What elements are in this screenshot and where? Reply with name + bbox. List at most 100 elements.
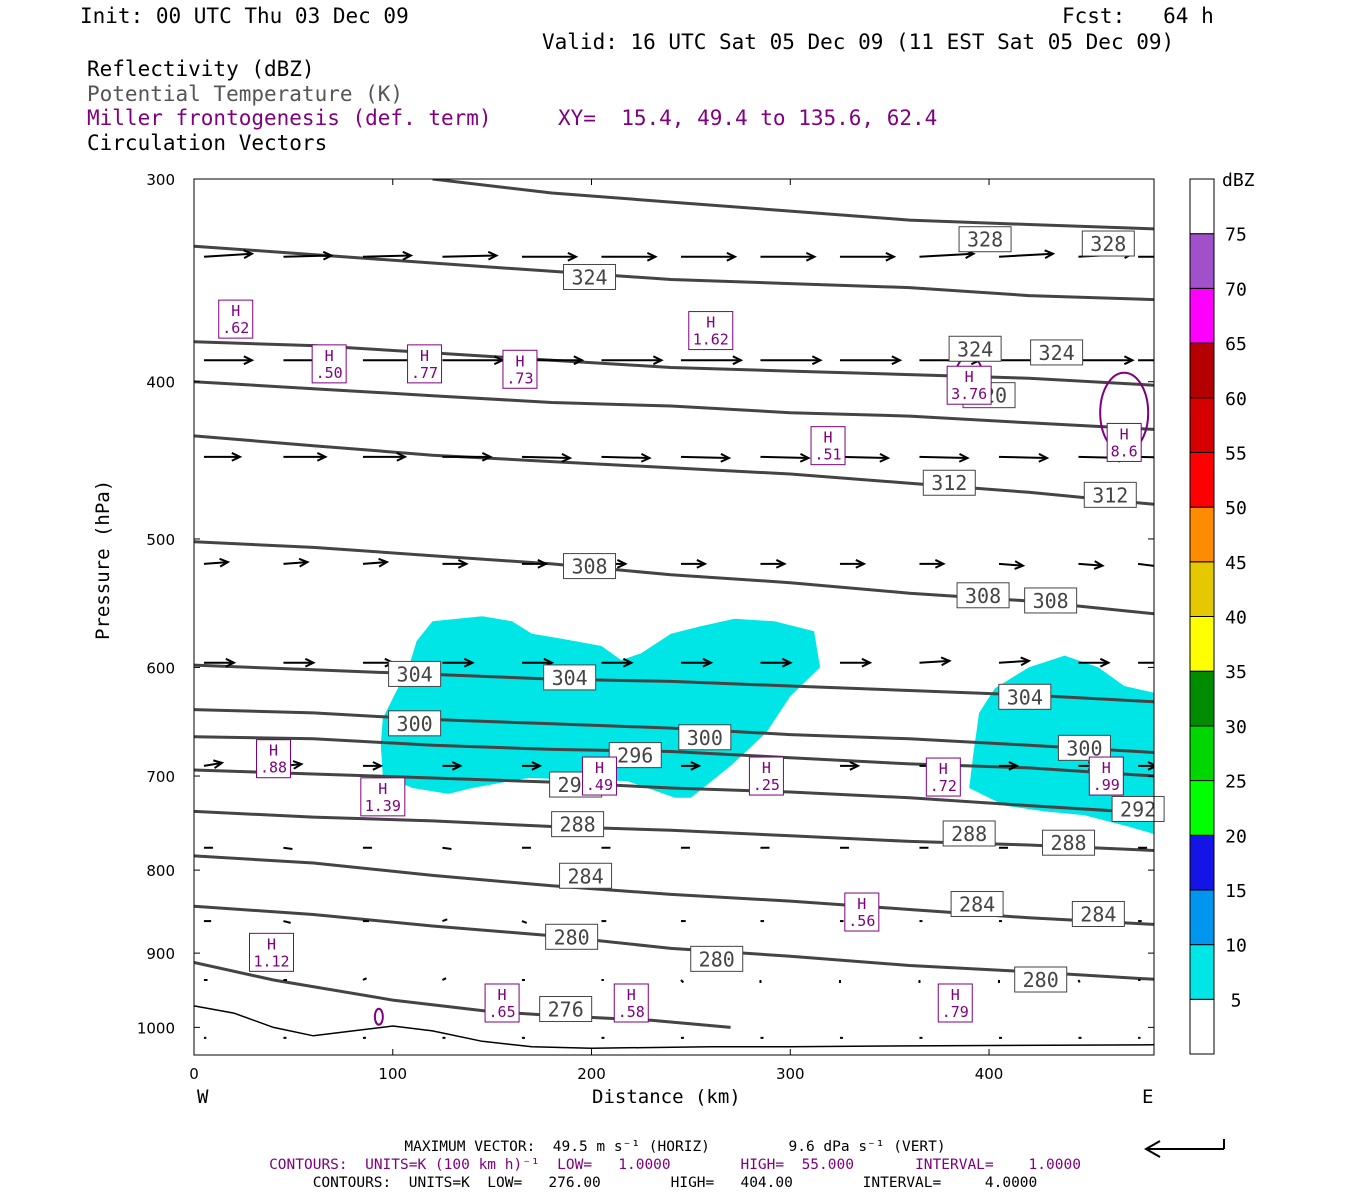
circulation-vector-head bbox=[567, 251, 579, 262]
circulation-vector bbox=[362, 561, 388, 565]
theta-label-box bbox=[998, 683, 1052, 710]
circulation-vector-head bbox=[213, 759, 225, 769]
frontogenesis-high-h: H bbox=[325, 347, 334, 365]
x-tick-label: 100 bbox=[378, 1065, 407, 1083]
circulation-vector bbox=[998, 252, 1054, 258]
theta-label: 304 bbox=[552, 666, 588, 690]
frontogenesis-high-box bbox=[613, 983, 649, 1023]
colorbar-segment bbox=[1189, 998, 1215, 1055]
x-tick-label: 400 bbox=[975, 1065, 1004, 1083]
colorbar-segment bbox=[1189, 670, 1215, 727]
theta-contour-284 bbox=[194, 854, 1154, 926]
frontogenesis-high-box bbox=[484, 983, 520, 1023]
terrain-line bbox=[194, 1005, 1154, 1049]
colorbar-tick-label: 15 bbox=[1225, 881, 1247, 902]
circulation-vector-head bbox=[622, 657, 634, 668]
frontogenesis-high-value: .65 bbox=[489, 1003, 516, 1021]
plot-frame bbox=[193, 178, 1155, 1056]
frontogenesis-high-h: H bbox=[231, 302, 240, 320]
frontogenesis-high-box bbox=[1088, 756, 1124, 796]
circulation-vector-head bbox=[855, 559, 867, 569]
theta-label-box bbox=[690, 945, 744, 972]
frontogenesis-high-box bbox=[937, 983, 973, 1023]
frontogenesis-high-value: .73 bbox=[506, 369, 533, 387]
frontogenesis-high-h: H bbox=[595, 759, 604, 777]
frontogenesis-high-h: H bbox=[269, 742, 278, 760]
circulation-vector-head bbox=[781, 657, 793, 668]
colorbar-segment bbox=[1189, 506, 1215, 563]
theta-label: 288 bbox=[560, 813, 596, 837]
circulation-vector-head bbox=[1147, 761, 1154, 771]
theta-label: 324 bbox=[571, 265, 607, 289]
colorbar-segment bbox=[1189, 616, 1215, 672]
frontogenesis-high-value: 3.76 bbox=[951, 385, 987, 403]
frontogenesis-high-h: H bbox=[762, 759, 771, 777]
colorbar-tick-label: 40 bbox=[1225, 608, 1247, 629]
circulation-vector-head bbox=[640, 453, 652, 463]
frontogenesis-high-box bbox=[218, 299, 254, 339]
theta-contour-292 bbox=[194, 768, 1154, 815]
theta-label-box bbox=[948, 335, 1002, 362]
theta-contour-308 bbox=[194, 540, 1154, 616]
circulation-vector-head bbox=[891, 355, 903, 366]
y-tick-label: 800 bbox=[146, 862, 175, 880]
east-label: E bbox=[1142, 1086, 1154, 1108]
circulation-vector-head bbox=[537, 559, 549, 569]
frontogenesis-high-value: .79 bbox=[942, 1003, 969, 1021]
circulation-vector-head bbox=[372, 761, 384, 771]
theta-contour-304 bbox=[194, 663, 1154, 704]
circulation-vector-head bbox=[885, 251, 897, 262]
circulation-vector bbox=[283, 920, 291, 924]
theta-contour-324 bbox=[194, 244, 1154, 302]
colorbar-segment bbox=[1189, 561, 1215, 617]
frontogenesis-high-box bbox=[502, 349, 538, 389]
frontogenesis-high-box bbox=[1106, 422, 1142, 462]
theta-label-box bbox=[1071, 901, 1125, 928]
frontogenesis-high-value: 1.39 bbox=[365, 797, 401, 815]
legend-vectors: Circulation Vectors bbox=[87, 131, 328, 155]
frontogenesis-high-h: H bbox=[706, 314, 715, 332]
theta-label: 312 bbox=[931, 471, 967, 495]
x-axis-title: Distance (km) bbox=[592, 1086, 741, 1108]
circulation-vector bbox=[839, 455, 888, 460]
theta-label: 308 bbox=[1033, 589, 1069, 613]
circulation-vector bbox=[919, 455, 968, 460]
theta-label: 308 bbox=[571, 555, 607, 579]
circulation-vector-head bbox=[1020, 656, 1032, 667]
frontogenesis-high-h: H bbox=[951, 986, 960, 1004]
circulation-vector-head bbox=[1172, 253, 1180, 261]
frontogenesis-high-value: .72 bbox=[930, 777, 957, 795]
colorbar-segment bbox=[1189, 451, 1215, 508]
colorbar-tick-label: 70 bbox=[1225, 279, 1247, 300]
circulation-vector bbox=[998, 455, 1047, 460]
frontogenesis-high-value: .58 bbox=[618, 1003, 645, 1021]
circulation-vector bbox=[442, 254, 497, 258]
circulation-vector-head bbox=[561, 453, 573, 463]
frontogenesis-high-box bbox=[249, 932, 295, 972]
theta-contour-300 bbox=[194, 708, 1154, 754]
theta-label-box bbox=[958, 226, 1012, 253]
circulation-vector-head bbox=[1099, 657, 1111, 668]
colorbar-tick-label: 60 bbox=[1225, 389, 1247, 410]
footer-contours-frontogenesis: CONTOURS: UNITS=K (100 km h)⁻¹ LOW= 1.00… bbox=[269, 1157, 1081, 1173]
y-tick-label: 1000 bbox=[137, 1019, 175, 1037]
circulation-vector-head bbox=[231, 452, 243, 462]
frontogenesis-high-box bbox=[844, 892, 880, 932]
circulation-vector-head bbox=[940, 656, 952, 667]
circulation-vector bbox=[919, 659, 950, 664]
circulation-vector bbox=[362, 254, 411, 258]
circulation-vector-head bbox=[1123, 355, 1135, 366]
circulation-vector bbox=[1138, 455, 1154, 459]
circulation-vector-head bbox=[304, 657, 316, 668]
circulation-vector bbox=[203, 561, 229, 565]
footer-max-vector: MAXIMUM VECTOR: 49.5 m s⁻¹ (HORIZ) 9.6 d… bbox=[404, 1139, 946, 1155]
theta-contour-316 bbox=[194, 380, 1154, 431]
circulation-vector bbox=[442, 918, 448, 923]
frontogenesis-high-h: H bbox=[378, 780, 387, 798]
theta-label-box bbox=[563, 553, 617, 580]
circulation-vector bbox=[283, 846, 293, 850]
circulation-vector-head bbox=[322, 250, 334, 261]
frontogenesis-high-box bbox=[256, 739, 292, 779]
frontogenesis-high-h: H bbox=[515, 352, 524, 370]
frontogenesis-high-box bbox=[946, 365, 992, 405]
